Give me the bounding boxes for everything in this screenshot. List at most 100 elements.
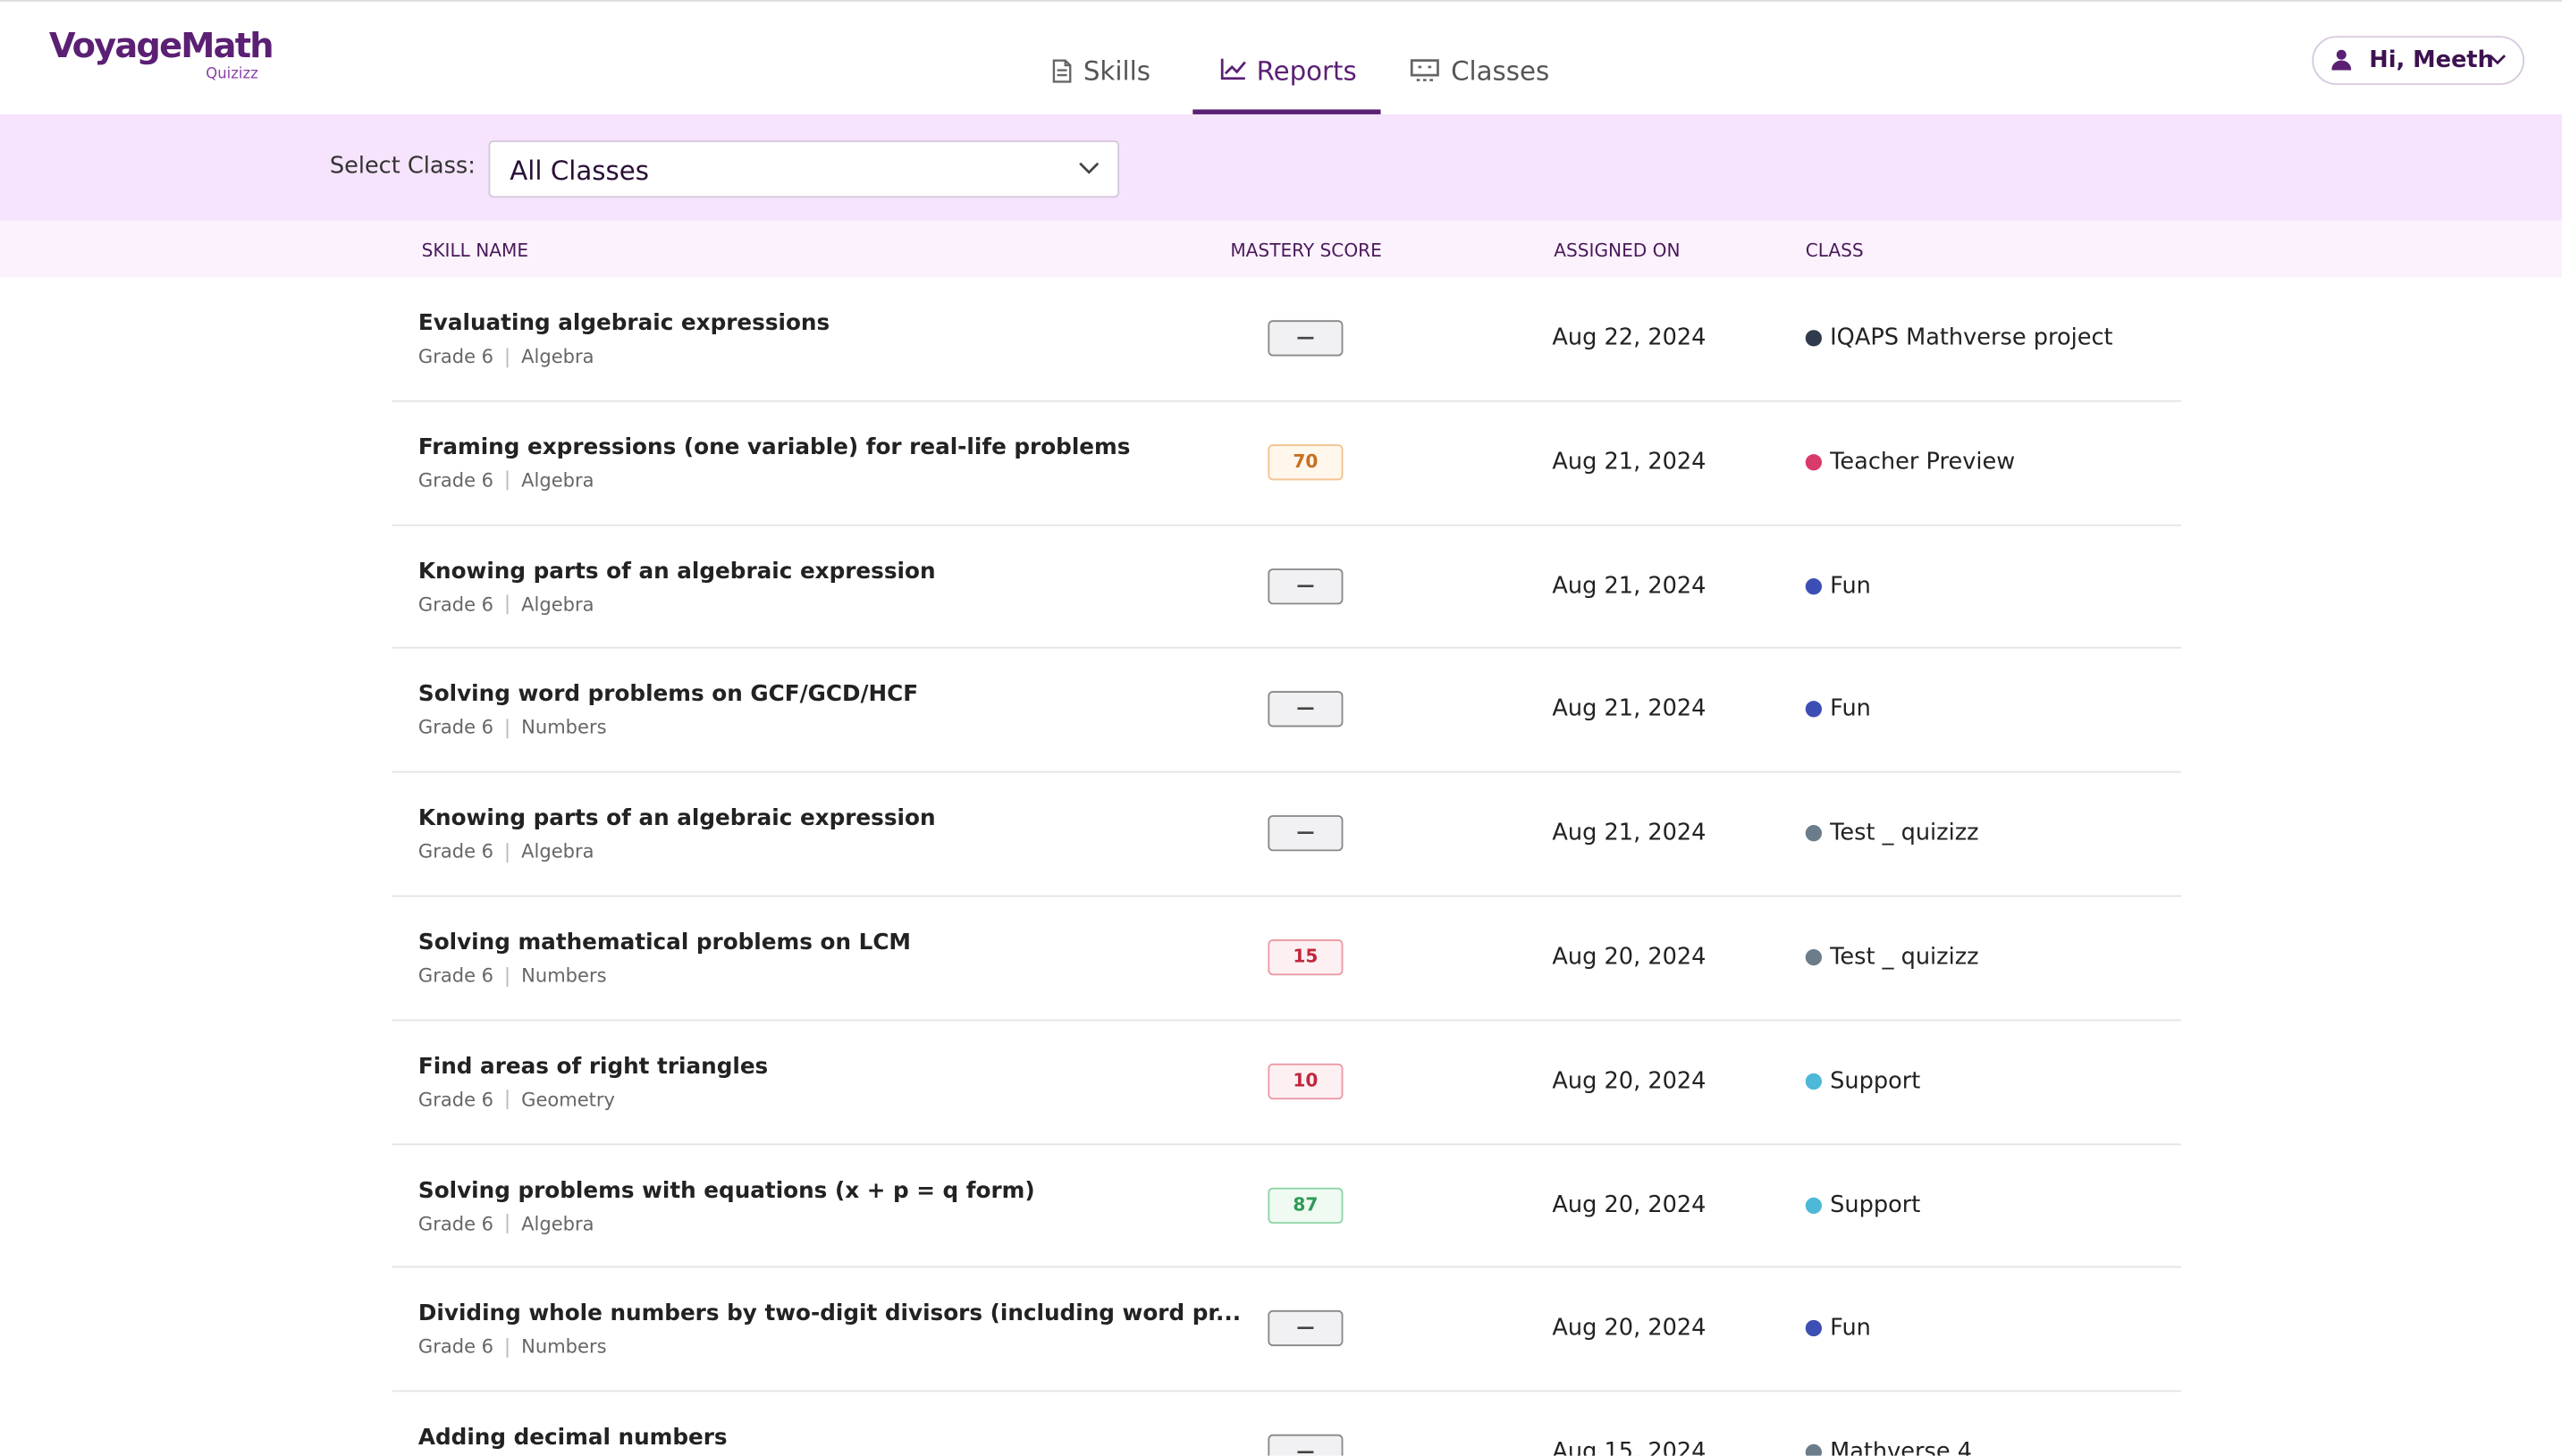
mastery-score: 87 xyxy=(1268,1187,1344,1224)
subject: Geometry xyxy=(521,1087,615,1111)
class-dot xyxy=(1805,1320,1822,1337)
class-name: Test _ quizizz xyxy=(1830,820,1979,847)
class-name: Fun xyxy=(1830,572,1871,600)
column-header: ASSIGNED ON xyxy=(1554,240,1681,262)
assigned-date: Aug 20, 2024 xyxy=(1552,1316,1707,1342)
skill-meta: Grade 6 Numbers xyxy=(418,964,607,987)
chevron xyxy=(2489,55,2506,65)
skill-meta: Grade 6 Numbers xyxy=(418,1335,607,1359)
class-select[interactable]: All Classes xyxy=(488,140,1120,198)
class-dot xyxy=(1805,825,1822,842)
header: VoyageMath Quizizz Hi, Meeth Skills Repor… xyxy=(0,0,2562,116)
table-row[interactable]: Evaluating algebraic expressions Grade 6 A… xyxy=(392,278,2181,402)
row-divider xyxy=(392,1267,2182,1269)
separator xyxy=(506,719,509,738)
user-name: Hi, Meeth xyxy=(2369,47,2494,74)
subject: Algebra xyxy=(521,592,594,616)
subject: Algebra xyxy=(521,839,594,863)
class-name: Fun xyxy=(1830,696,1871,723)
user-icon xyxy=(2331,49,2352,71)
row-divider xyxy=(392,895,2182,897)
class-dot xyxy=(1805,453,1822,471)
table-row[interactable]: Adding decimal numbers — Aug 15, 2024 Mathv… xyxy=(392,1393,2181,1456)
separator xyxy=(506,966,509,987)
assigned-date: Aug 20, 2024 xyxy=(1552,1191,1707,1218)
separator xyxy=(506,347,509,367)
class-dot xyxy=(1805,701,1822,719)
class-name: Support xyxy=(1830,1068,1921,1095)
separator xyxy=(506,1337,509,1358)
separator xyxy=(506,470,509,491)
subject: Algebra xyxy=(521,344,594,368)
row-divider xyxy=(392,647,2182,650)
skill-meta: Grade 6 Numbers xyxy=(418,716,607,739)
grade: Grade 6 xyxy=(417,964,494,987)
nav-tab[interactable]: Classes xyxy=(1451,55,1550,87)
select-label: Select Class: xyxy=(329,153,476,181)
skill-name: Solving problems with equations (x + p =… xyxy=(417,1177,1035,1204)
skill-meta: Grade 6 Algebra xyxy=(418,345,594,368)
skill-meta: Grade 6 Geometry xyxy=(418,1088,615,1111)
mastery-score: — xyxy=(1268,1435,1344,1456)
table-row[interactable]: Knowing parts of an algebraic expression… xyxy=(392,526,2181,650)
classes-icon xyxy=(1410,59,1439,81)
assigned-date: Aug 21, 2024 xyxy=(1552,449,1707,476)
skill-name: Dividing whole numbers by two-digit divi… xyxy=(417,1300,1242,1327)
assigned-date: Aug 21, 2024 xyxy=(1552,696,1707,723)
separator xyxy=(506,594,509,615)
separator xyxy=(506,1090,509,1110)
column-header: SKILL NAME xyxy=(421,240,529,262)
column-header: CLASS xyxy=(1805,240,1864,262)
class-name: IQAPS Mathverse project xyxy=(1830,324,2113,351)
user-menu[interactable]: Hi, Meeth xyxy=(2312,36,2524,86)
table-row[interactable]: Solving word problems on GCF/GCD/HCF Grad… xyxy=(392,649,2181,773)
table-row[interactable]: Solving mathematical problems on LCM Grad… xyxy=(392,896,2181,1021)
filter-bar xyxy=(0,114,2562,221)
grade: Grade 6 xyxy=(417,1211,494,1235)
mastery-score: — xyxy=(1268,320,1344,357)
class-dot xyxy=(1805,330,1822,347)
mastery-score: — xyxy=(1268,1310,1344,1347)
table-header xyxy=(0,220,2562,278)
class-name: Teacher Preview xyxy=(1830,449,2016,476)
assigned-date: Aug 15, 2024 xyxy=(1552,1439,1707,1456)
logo[interactable]: VoyageMath xyxy=(48,26,274,66)
skill-meta: Grade 6 Algebra xyxy=(418,593,594,616)
class-name: Support xyxy=(1830,1191,1921,1218)
table-row[interactable]: Solving problems with equations (x + p =… xyxy=(392,1145,2181,1269)
class-dot xyxy=(1805,1197,1822,1214)
assigned-date: Aug 21, 2024 xyxy=(1552,572,1707,600)
skill-name: Knowing parts of an algebraic expression xyxy=(417,558,936,585)
skill-name: Knowing parts of an algebraic expression xyxy=(417,805,936,832)
active-tab-indicator xyxy=(1193,109,1381,114)
nav-tab[interactable]: Skills xyxy=(1083,55,1150,87)
subject: Numbers xyxy=(521,1335,607,1359)
grade: Grade 6 xyxy=(417,716,494,739)
mastery-score: — xyxy=(1268,568,1344,604)
reports-icon xyxy=(1220,58,1246,80)
skill-name: Adding decimal numbers xyxy=(417,1425,728,1452)
class-dot xyxy=(1805,1073,1822,1090)
class-name: Fun xyxy=(1830,1316,1871,1342)
grade: Grade 6 xyxy=(417,592,494,616)
table-row[interactable]: Framing expressions (one variable) for r… xyxy=(392,401,2181,526)
table-row[interactable]: Dividing whole numbers by two-digit divi… xyxy=(392,1268,2181,1393)
assigned-date: Aug 20, 2024 xyxy=(1552,1068,1707,1095)
skill-name: Find areas of right triangles xyxy=(417,1053,769,1080)
mastery-score: 10 xyxy=(1268,1063,1344,1099)
grade: Grade 6 xyxy=(417,839,494,863)
table-row[interactable]: Knowing parts of an algebraic expression… xyxy=(392,773,2181,897)
skill-meta: Grade 6 Algebra xyxy=(418,840,594,863)
grade: Grade 6 xyxy=(417,344,494,368)
skill-meta: Grade 6 Algebra xyxy=(418,468,594,492)
grade: Grade 6 xyxy=(417,1087,494,1111)
grade: Grade 6 xyxy=(417,468,494,492)
nav-tab[interactable]: Reports xyxy=(1256,55,1357,87)
select-value: All Classes xyxy=(510,155,650,187)
assigned-date: Aug 22, 2024 xyxy=(1552,324,1707,351)
subject: Algebra xyxy=(521,468,594,492)
subject: Numbers xyxy=(521,716,607,739)
table-row[interactable]: Find areas of right triangles Grade 6 Geom… xyxy=(392,1021,2181,1145)
